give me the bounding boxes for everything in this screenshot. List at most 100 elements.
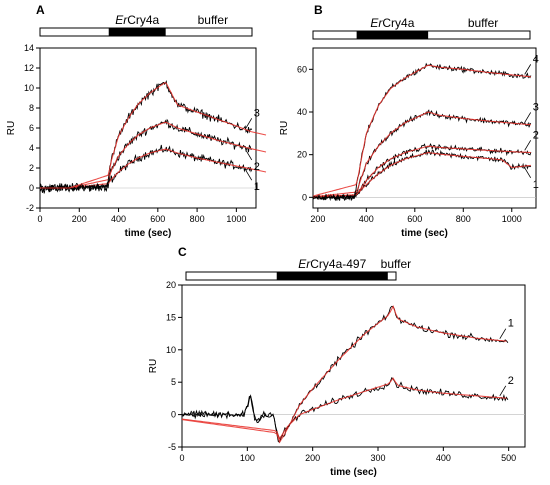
y-tick-label: 40 xyxy=(297,107,307,117)
plot-frame xyxy=(181,284,526,448)
x-tick-label: 1000 xyxy=(502,214,522,224)
series-leader xyxy=(524,64,532,75)
data-trace xyxy=(39,80,253,193)
y-tick-label: 0 xyxy=(29,183,34,193)
y-tick-label: 0 xyxy=(171,410,176,420)
x-tick-label: 400 xyxy=(436,453,451,463)
data-trace xyxy=(181,377,509,440)
series-1: 1 xyxy=(39,144,267,193)
x-tick-label: 500 xyxy=(501,453,516,463)
series-label: 1 xyxy=(508,318,514,330)
x-tick-label: 200 xyxy=(310,214,325,224)
data-trace xyxy=(181,305,509,443)
series-leader xyxy=(245,118,253,129)
x-tick-label: 400 xyxy=(359,214,374,224)
panel-b: B ErCry4a buffer 200 400 600 800 1000 0 20 40 60 tim… xyxy=(279,3,539,239)
x-tick-label: 300 xyxy=(370,453,385,463)
fit-curve xyxy=(312,152,531,198)
x-axis-label: time (sec) xyxy=(401,228,448,239)
y-tick-label: 60 xyxy=(297,64,307,74)
data-trace xyxy=(312,62,532,202)
y-tick-label: 10 xyxy=(24,83,34,93)
series-label: 2 xyxy=(533,129,539,141)
series-leader xyxy=(499,328,507,339)
y-tick-label: 14 xyxy=(24,43,34,53)
y-tick-label: 12 xyxy=(24,63,34,73)
plot-frame xyxy=(312,47,537,209)
series-label: 1 xyxy=(533,179,539,191)
x-axis-label: time (sec) xyxy=(330,467,377,478)
series-leader xyxy=(524,167,532,179)
y-tick-label: 5 xyxy=(171,377,176,387)
series-label: 3 xyxy=(533,101,539,113)
fit-curve xyxy=(40,82,267,189)
injection-label: ErCry4a xyxy=(115,13,159,27)
series-leader xyxy=(524,112,532,123)
fit-curve xyxy=(312,111,531,198)
fit-curve xyxy=(181,377,507,441)
series-label: 3 xyxy=(254,107,260,119)
panel-letter: A xyxy=(36,3,45,17)
y-axis-label: RU xyxy=(279,121,290,135)
injection-bar-segment xyxy=(108,28,166,36)
x-tick-label: 0 xyxy=(179,453,184,463)
x-tick-label: 100 xyxy=(240,453,255,463)
x-tick-label: 400 xyxy=(111,214,126,224)
buffer-label: buffer xyxy=(468,16,498,30)
x-tick-label: 600 xyxy=(150,214,165,224)
series-leader xyxy=(524,140,532,151)
y-axis-label: RU xyxy=(6,121,17,135)
series-2: 2 xyxy=(181,375,514,441)
data-trace xyxy=(312,149,532,201)
injection-bar-segment xyxy=(356,31,429,39)
y-tick-label: 15 xyxy=(166,312,176,322)
series-2: 2 xyxy=(39,118,267,194)
data-trace xyxy=(39,144,253,193)
fit-curve xyxy=(312,145,531,198)
x-tick-label: 200 xyxy=(72,214,87,224)
y-tick-label: 8 xyxy=(29,103,34,113)
panel-letter: C xyxy=(178,245,187,259)
y-tick-label: 0 xyxy=(302,192,307,202)
y-tick-label: 20 xyxy=(297,150,307,160)
y-tick-label: 6 xyxy=(29,123,34,133)
fit-curve xyxy=(181,305,507,444)
y-tick-label: 2 xyxy=(29,163,34,173)
x-tick-label: 600 xyxy=(407,214,422,224)
x-tick-label: 200 xyxy=(305,453,320,463)
series-label: 2 xyxy=(508,375,514,387)
fit-curve xyxy=(312,64,531,197)
series-leader xyxy=(499,385,507,397)
y-tick-label: -2 xyxy=(26,203,34,213)
series-1: 1 xyxy=(181,305,514,444)
series-4: 4 xyxy=(312,53,539,202)
series-2: 2 xyxy=(312,129,539,202)
x-tick-label: 800 xyxy=(190,214,205,224)
x-tick-label: 800 xyxy=(456,214,471,224)
y-tick-label: 10 xyxy=(166,345,176,355)
injection-label: ErCry4a-497 xyxy=(298,257,366,271)
injection-label: ErCry4a xyxy=(370,16,414,30)
series-3: 3 xyxy=(39,80,267,193)
y-tick-label: 20 xyxy=(166,280,176,290)
buffer-label: buffer xyxy=(198,13,228,27)
panel-letter: B xyxy=(314,3,323,17)
buffer-label: buffer xyxy=(381,257,411,271)
series-label: 2 xyxy=(254,161,260,173)
series-leader xyxy=(245,149,253,161)
series-label: 1 xyxy=(254,181,260,193)
y-axis-label: RU xyxy=(148,359,159,373)
fit-curve xyxy=(40,121,267,189)
series-label: 4 xyxy=(533,53,539,65)
injection-bar-segment xyxy=(276,272,388,280)
y-tick-label: 4 xyxy=(29,143,34,153)
x-tick-label: 1000 xyxy=(226,214,246,224)
series-1: 1 xyxy=(312,149,539,201)
series-leader xyxy=(245,169,253,181)
x-axis-label: time (sec) xyxy=(125,228,172,239)
y-tick-label: -5 xyxy=(168,442,176,452)
data-trace xyxy=(312,143,532,202)
